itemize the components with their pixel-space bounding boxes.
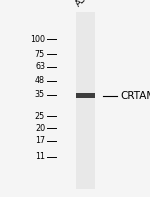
Text: 75: 75	[35, 50, 45, 59]
Text: 20: 20	[35, 124, 45, 133]
Text: 100: 100	[30, 35, 45, 44]
Bar	[76, 93, 95, 98]
Text: 17: 17	[35, 136, 45, 145]
Text: 25: 25	[35, 112, 45, 121]
Text: CRTAM: CRTAM	[120, 91, 150, 100]
Text: 48: 48	[35, 76, 45, 85]
Text: 11: 11	[35, 152, 45, 161]
Bar	[76, 12, 95, 189]
Text: A549: A549	[74, 0, 97, 9]
Text: 35: 35	[35, 90, 45, 99]
Text: 63: 63	[35, 62, 45, 72]
